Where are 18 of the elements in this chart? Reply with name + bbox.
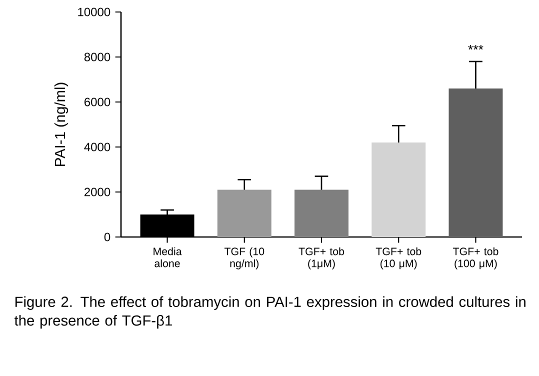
x-tick-label: TGF+ tob (1μM) (298, 247, 344, 270)
annotation: *** (468, 44, 484, 50)
y-axis-title: PAI-1 (ng/ml) (54, 82, 68, 166)
y-tick-label: 2000 (84, 188, 110, 196)
bar (217, 190, 272, 237)
x-tick-label: Media alone (154, 247, 182, 268)
y-tick-label: 0 (104, 232, 110, 242)
bar (372, 142, 426, 237)
x-tick-label: TGF+ tob (100 μM) (452, 247, 498, 270)
bar (448, 88, 503, 237)
y-tick-label: 8000 (84, 52, 110, 62)
caption: Figure 2. The effect of tobramycin on PAI-1 expression in crowded cultures in the presence of TGF-β1 (14, 296, 526, 329)
bar (294, 190, 348, 237)
x-tick-label: TGF+ tob (10 μM) (376, 247, 422, 270)
y-tick-label: 4000 (84, 142, 110, 152)
y-tick-label: 10000 (78, 8, 110, 16)
y-tick-label: 6000 (84, 98, 110, 106)
x-tick-label: TGF (10 ng/ml) (224, 247, 264, 270)
